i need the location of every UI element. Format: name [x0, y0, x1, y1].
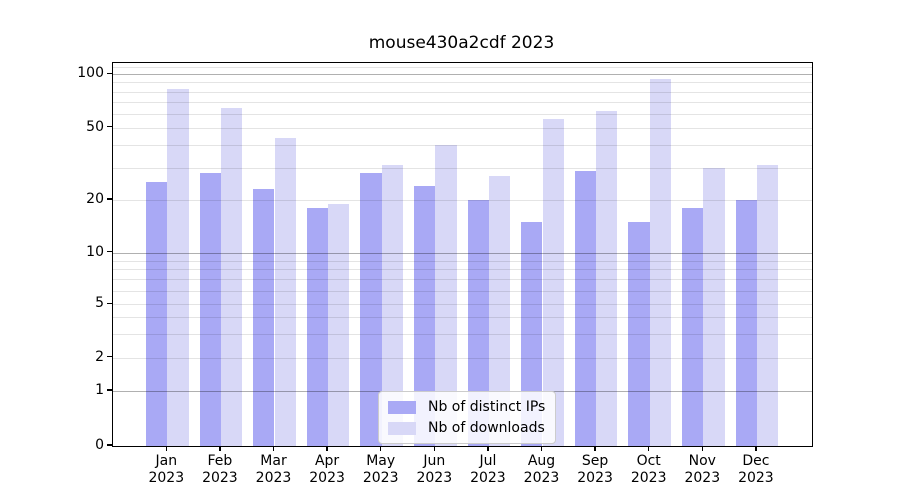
bar-distinct-ips	[735, 200, 757, 446]
y-tick-mark	[107, 125, 112, 128]
chart-title: mouse430a2cdf 2023	[368, 33, 555, 53]
bar-distinct-ips	[360, 173, 382, 446]
x-tick-label: Apr 2023	[309, 453, 345, 486]
grid-layer	[113, 63, 812, 446]
y-tick-label: 50	[86, 118, 104, 135]
y-tick-mark	[107, 356, 112, 358]
x-tick-label: Feb 2023	[202, 453, 238, 486]
gridline	[113, 145, 812, 147]
gridline	[113, 101, 812, 103]
x-tick-label: Oct 2023	[630, 453, 667, 486]
y-tick-mark	[107, 444, 112, 446]
gridline	[113, 357, 812, 359]
bar-distinct-ips	[413, 185, 436, 446]
x-tick-mark	[755, 446, 757, 452]
x-tick-label: Jul 2023	[470, 453, 506, 486]
legend-swatch-downloads	[388, 421, 416, 435]
bar-distinct-ips	[521, 221, 543, 446]
y-tick-label: 5	[95, 295, 104, 312]
x-tick-label: Jun 2023	[416, 453, 453, 486]
x-tick-mark	[272, 446, 275, 452]
x-tick-label: Mar 2023	[255, 453, 292, 486]
gridline	[113, 91, 812, 93]
bar-downloads	[596, 111, 618, 446]
x-tick-mark	[326, 446, 328, 452]
gridline	[113, 269, 812, 271]
bar-downloads	[381, 165, 404, 446]
legend-label-distinct-ips: Nb of distinct IPs	[428, 399, 546, 415]
bar-distinct-ips	[467, 200, 489, 446]
bar-downloads	[167, 88, 189, 446]
gridline	[113, 200, 812, 201]
bar-distinct-ips	[574, 170, 597, 446]
y-tick-mark	[107, 198, 112, 200]
bar-downloads	[649, 79, 672, 446]
legend-item-downloads: Nb of downloads	[388, 420, 545, 436]
bar-downloads	[274, 137, 296, 446]
x-tick-mark	[433, 446, 435, 452]
legend: Nb of distinct IPs Nb of downloads	[378, 391, 557, 444]
x-tick-mark	[648, 446, 650, 452]
y-tick-mark	[107, 250, 112, 253]
y-tick-label: 2	[95, 348, 104, 365]
legend-swatch-distinct-ips	[388, 400, 416, 414]
gridline	[113, 74, 812, 76]
y-tick-label: 10	[86, 243, 104, 260]
bar-distinct-ips	[681, 208, 704, 446]
gridline	[113, 290, 812, 292]
bar-distinct-ips	[628, 221, 650, 446]
gridline	[113, 82, 812, 84]
gridline	[113, 304, 812, 306]
bar-downloads	[328, 203, 350, 446]
gridline	[113, 113, 812, 115]
y-tick-mark	[107, 389, 112, 391]
bar-downloads	[220, 107, 243, 446]
gridline	[113, 279, 812, 281]
x-tick-mark	[380, 446, 382, 452]
bar-downloads	[488, 176, 511, 446]
legend-label-downloads: Nb of downloads	[428, 420, 545, 436]
x-tick-mark	[165, 446, 167, 452]
bar-distinct-ips	[145, 182, 168, 446]
plot-area: Nb of distinct IPs Nb of downloads	[112, 62, 813, 447]
y-tick-mark	[107, 302, 112, 304]
y-tick-label: 1	[95, 382, 104, 398]
x-tick-label: Nov 2023	[684, 453, 721, 486]
y-tick-label: 20	[86, 190, 104, 207]
gridline	[113, 260, 812, 262]
bars-layer	[113, 63, 812, 446]
gridline	[113, 67, 812, 68]
bar-distinct-ips	[199, 173, 221, 446]
x-tick-label: May 2023	[362, 453, 399, 486]
x-tick-label: Dec 2023	[738, 453, 774, 486]
x-tick-mark	[594, 446, 596, 452]
gridline	[113, 317, 812, 319]
x-tick-mark	[219, 446, 221, 452]
legend-item-distinct-ips: Nb of distinct IPs	[388, 399, 545, 415]
x-tick-mark	[701, 446, 703, 452]
gridline	[113, 334, 812, 336]
y-tick-label: 0	[95, 437, 104, 453]
y-tick-mark	[107, 72, 112, 74]
bar-downloads	[703, 168, 725, 446]
x-tick-mark	[540, 446, 543, 452]
bar-downloads	[756, 165, 779, 446]
bar-distinct-ips	[306, 208, 329, 446]
x-tick-mark	[487, 446, 489, 452]
gridline	[113, 168, 812, 169]
x-tick-label: Jan 2023	[148, 453, 185, 486]
bar-downloads	[435, 145, 457, 446]
x-tick-label: Aug 2023	[523, 453, 560, 486]
gridline	[113, 127, 812, 129]
gridline	[113, 252, 812, 254]
y-tick-label: 100	[77, 65, 104, 82]
x-tick-label: Sep 2023	[577, 453, 613, 486]
